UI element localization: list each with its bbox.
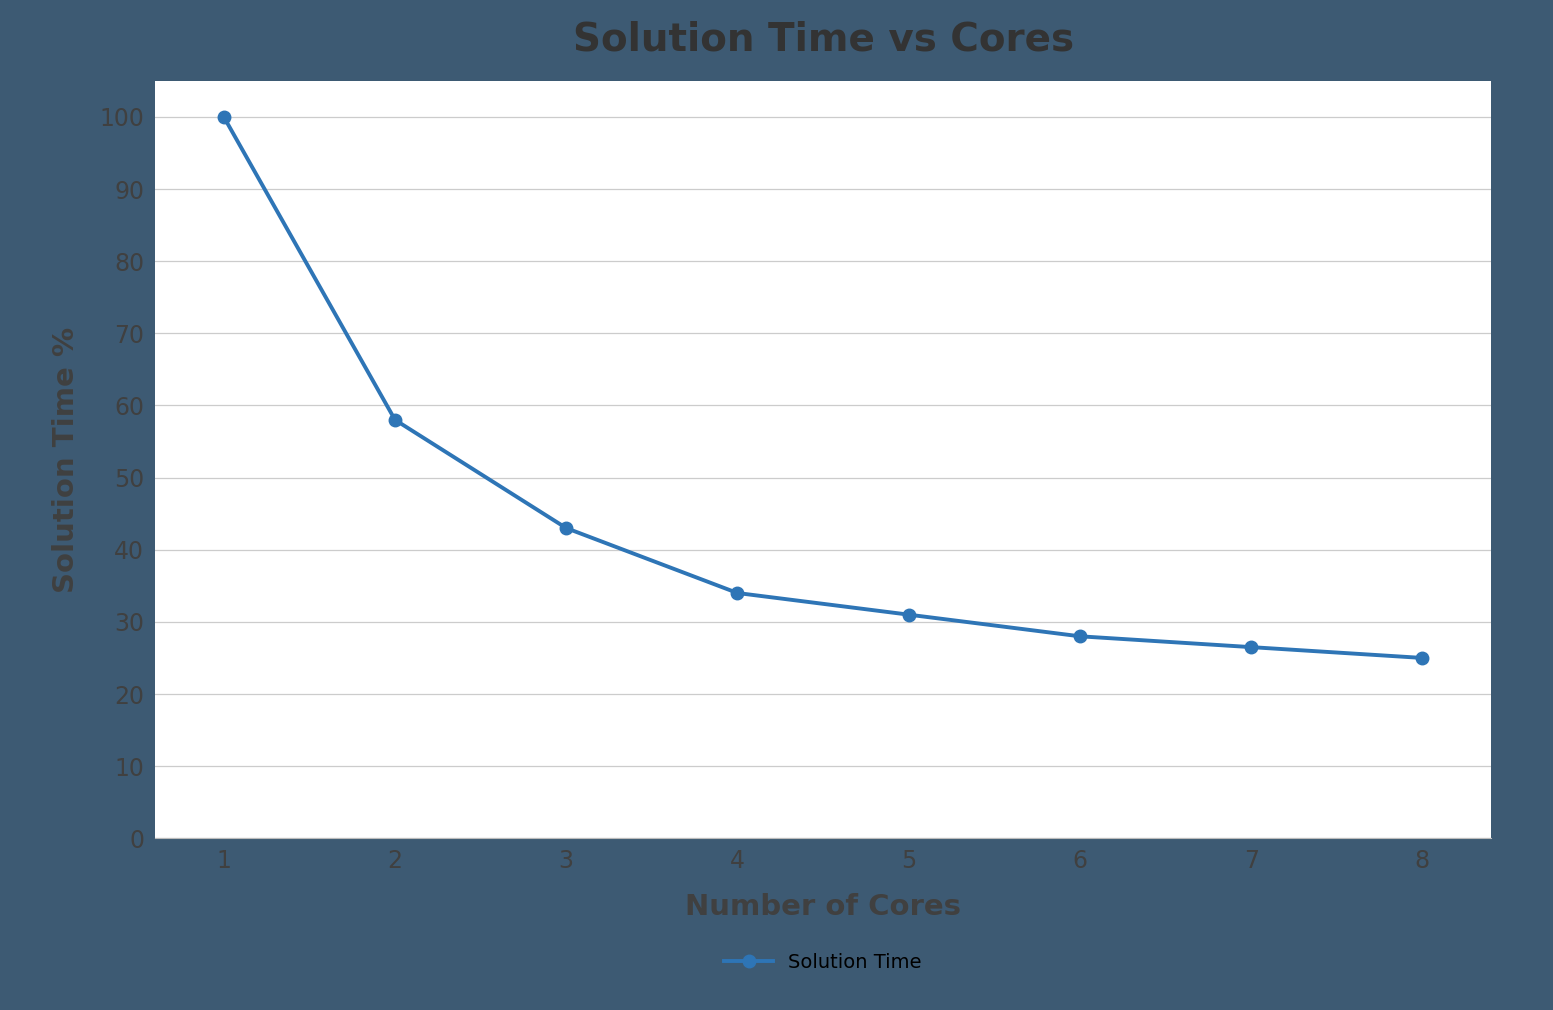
Y-axis label: Solution Time %: Solution Time % (51, 326, 79, 593)
Legend: Solution Time: Solution Time (716, 945, 930, 980)
Title: Solution Time vs Cores: Solution Time vs Cores (573, 20, 1073, 59)
X-axis label: Number of Cores: Number of Cores (685, 893, 961, 921)
